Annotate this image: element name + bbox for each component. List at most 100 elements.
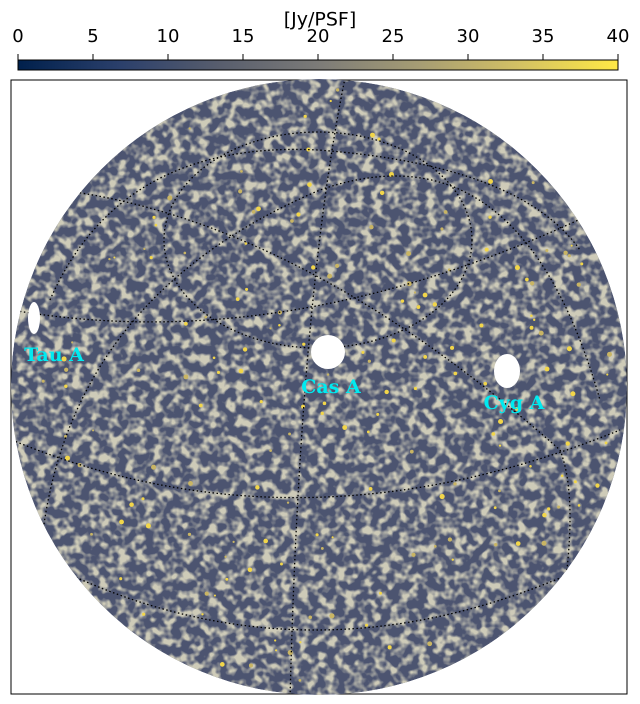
speckle — [152, 215, 156, 219]
speckle — [303, 114, 307, 119]
speckle — [491, 432, 496, 436]
speckle — [546, 507, 551, 511]
speckle — [238, 368, 244, 374]
speckle — [416, 305, 421, 310]
speckle — [413, 291, 417, 294]
speckle — [400, 299, 405, 303]
speckle — [494, 542, 498, 547]
speckle — [422, 292, 428, 298]
speckle — [204, 591, 209, 596]
mask — [311, 335, 345, 369]
speckle — [365, 623, 369, 627]
masked-sources — [28, 302, 520, 388]
sky-noise — [11, 79, 627, 695]
speckle — [377, 137, 381, 141]
speckle — [41, 379, 45, 383]
speckle — [296, 212, 301, 217]
colorbar-tick-label: 35 — [532, 26, 555, 47]
speckle — [580, 262, 584, 266]
colorbar-tick-label: 0 — [12, 26, 23, 47]
speckle — [498, 444, 502, 447]
speckle — [379, 591, 382, 595]
speckle — [244, 242, 248, 245]
speckle — [573, 480, 577, 484]
speckle — [604, 441, 608, 445]
speckle — [379, 190, 385, 196]
speckle — [411, 552, 416, 557]
speckle — [64, 367, 69, 372]
speckle — [483, 381, 488, 386]
speckle — [224, 555, 227, 558]
speckle — [326, 373, 330, 376]
speckle — [529, 281, 535, 286]
speckle — [298, 679, 302, 682]
speckle — [245, 287, 249, 291]
speckle — [269, 327, 272, 330]
speckle — [90, 532, 93, 536]
speckle — [577, 504, 581, 507]
speckle — [498, 489, 501, 493]
speckle — [288, 432, 291, 436]
speckle — [367, 359, 371, 363]
speckle — [320, 411, 324, 416]
speckle — [440, 227, 444, 231]
speckle — [119, 519, 124, 525]
speckle — [274, 639, 277, 642]
colorbar-tick-label: 10 — [157, 26, 180, 47]
speckle — [413, 386, 418, 391]
speckle — [71, 341, 74, 344]
speckle — [530, 314, 533, 318]
speckle — [183, 321, 188, 326]
colorbar-label: [Jy/PSF] — [284, 9, 357, 31]
speckle — [387, 645, 392, 650]
speckle — [606, 373, 609, 376]
speckle — [423, 355, 428, 359]
speckle — [576, 282, 581, 287]
speckle — [447, 537, 453, 542]
colorbar-tick-label: 30 — [457, 26, 480, 47]
speckle — [142, 612, 146, 616]
speckle — [570, 244, 573, 247]
speckle — [567, 254, 571, 258]
speckle — [557, 505, 561, 509]
speckle — [212, 356, 216, 360]
speckle — [187, 532, 192, 537]
speckle — [299, 641, 302, 644]
speckle — [531, 181, 535, 185]
speckle — [366, 430, 370, 434]
speckle — [541, 540, 547, 546]
speckle — [91, 429, 95, 432]
speckle — [136, 368, 141, 373]
speckle — [565, 441, 570, 446]
speckle — [255, 485, 260, 490]
speckle — [406, 251, 412, 257]
speckle — [525, 277, 529, 282]
speckle — [278, 323, 281, 327]
graticule-line — [289, 79, 346, 695]
colorbar-tick-label: 25 — [382, 26, 405, 47]
source-label: Cyg A — [484, 392, 545, 414]
speckle — [286, 501, 290, 504]
speckle — [154, 223, 158, 227]
speckle — [263, 538, 269, 544]
speckle — [280, 562, 283, 566]
speckle — [308, 615, 313, 620]
speckle — [498, 418, 504, 425]
speckle — [451, 558, 454, 561]
speckle — [320, 546, 324, 550]
speckle — [488, 179, 493, 184]
colorbar — [17, 59, 619, 71]
speckle — [369, 224, 374, 230]
speckle — [335, 263, 340, 268]
speckle — [213, 594, 216, 597]
speckle — [595, 483, 600, 488]
speckle — [188, 481, 193, 486]
speckle — [248, 663, 253, 668]
speckle — [269, 449, 272, 452]
speckle — [327, 273, 333, 279]
speckle — [64, 384, 68, 388]
speckle — [61, 356, 67, 362]
speckle — [538, 330, 544, 336]
